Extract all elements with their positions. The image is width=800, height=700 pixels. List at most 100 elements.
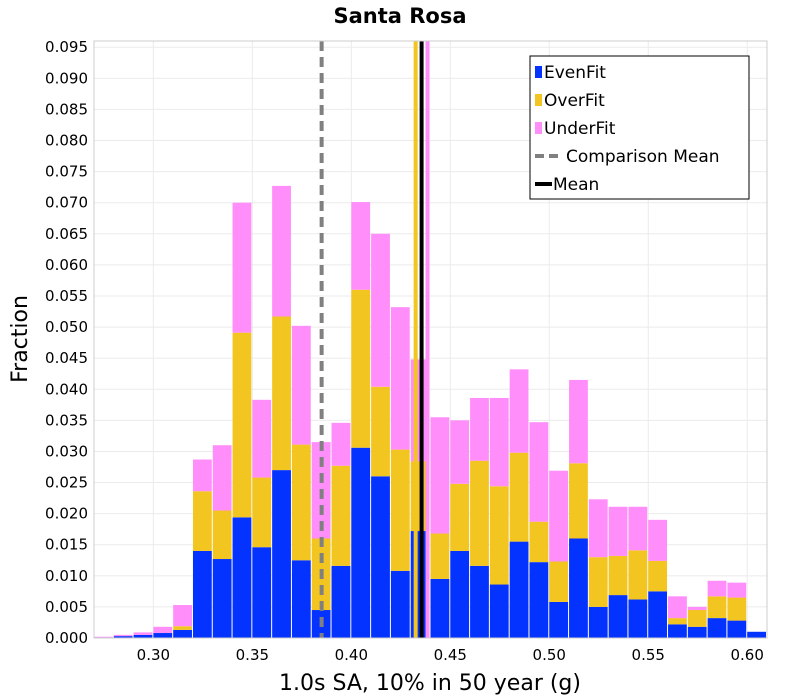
bar-overfit bbox=[648, 560, 668, 592]
bar-overfit bbox=[331, 465, 351, 566]
bar-underfit bbox=[232, 202, 252, 333]
y-tick-label: 0.005 bbox=[45, 598, 88, 616]
bar-evenfit bbox=[113, 636, 133, 638]
bar-underfit bbox=[173, 605, 192, 627]
bar-underfit bbox=[707, 580, 727, 597]
bar-underfit bbox=[113, 634, 133, 637]
legend-box bbox=[529, 55, 750, 200]
bar-evenfit bbox=[509, 541, 529, 638]
legend-label: UnderFit bbox=[544, 119, 616, 139]
bar-overfit bbox=[291, 444, 311, 561]
legend-label: OverFit bbox=[544, 91, 605, 111]
bar-evenfit bbox=[351, 447, 371, 638]
bar-underfit bbox=[470, 397, 489, 461]
bar-underfit bbox=[668, 596, 687, 619]
bar-evenfit bbox=[628, 599, 648, 638]
y-tick-label: 0.000 bbox=[45, 629, 88, 647]
x-tick-label: 0.30 bbox=[137, 646, 170, 664]
legend-label: EvenFit bbox=[544, 63, 606, 83]
bar-evenfit bbox=[192, 550, 212, 638]
bar-underfit bbox=[450, 420, 470, 484]
x-tick-label: 0.45 bbox=[434, 646, 467, 664]
bar-overfit bbox=[272, 316, 291, 471]
x-axis-ticks: 0.30 0.35 0.40 0.45 0.50 0.55 0.60 bbox=[137, 646, 764, 664]
bar-evenfit bbox=[133, 634, 153, 638]
bar-evenfit bbox=[687, 626, 707, 638]
bar-evenfit bbox=[450, 550, 470, 638]
bar-underfit bbox=[371, 233, 390, 387]
y-tick-label: 0.070 bbox=[45, 194, 88, 212]
x-axis-label: 1.0s SA, 10% in 50 year (g) bbox=[279, 671, 581, 696]
bar-overfit bbox=[470, 460, 489, 566]
bar-underfit bbox=[331, 422, 351, 466]
bar-evenfit bbox=[747, 631, 766, 638]
bar-evenfit bbox=[212, 559, 232, 638]
bar-underfit bbox=[252, 399, 272, 478]
y-tick-label: 0.015 bbox=[45, 536, 88, 554]
bar-underfit bbox=[628, 506, 648, 551]
bar-overfit bbox=[489, 486, 509, 585]
bars bbox=[94, 185, 766, 638]
bar-underfit bbox=[133, 632, 153, 635]
bar-underfit bbox=[727, 582, 747, 598]
bar-overfit bbox=[371, 386, 390, 477]
legend-label: Mean bbox=[553, 175, 599, 195]
y-tick-label: 0.020 bbox=[45, 505, 88, 523]
bar-underfit bbox=[272, 185, 291, 317]
y-tick-label: 0.085 bbox=[45, 100, 88, 118]
bar-overfit bbox=[450, 483, 470, 551]
bar-overfit bbox=[390, 449, 410, 571]
bar-evenfit bbox=[390, 570, 410, 638]
bar-evenfit bbox=[470, 565, 489, 638]
bar-underfit bbox=[549, 470, 569, 562]
bar-overfit bbox=[687, 610, 707, 627]
bar-underfit bbox=[192, 459, 212, 492]
bar-evenfit bbox=[588, 606, 608, 638]
bar-evenfit bbox=[173, 629, 192, 638]
y-tick-label: 0.075 bbox=[45, 163, 88, 181]
bar-overfit bbox=[549, 561, 569, 602]
y-tick-label: 0.035 bbox=[45, 411, 88, 429]
bar-overfit bbox=[232, 332, 252, 518]
bar-underfit bbox=[430, 417, 450, 534]
bar-evenfit bbox=[371, 476, 390, 638]
y-tick-label: 0.090 bbox=[45, 69, 88, 87]
bar-underfit bbox=[153, 626, 173, 634]
legend-swatch-evenfit bbox=[535, 66, 542, 78]
y-tick-label: 0.040 bbox=[45, 380, 88, 398]
bar-evenfit bbox=[707, 618, 727, 638]
bar-evenfit bbox=[648, 591, 668, 638]
bar-overfit bbox=[727, 597, 747, 621]
x-tick-label: 0.50 bbox=[533, 646, 566, 664]
bar-underfit bbox=[648, 519, 668, 561]
bar-evenfit bbox=[272, 470, 291, 638]
y-tick-label: 0.060 bbox=[45, 256, 88, 274]
bar-overfit bbox=[509, 452, 529, 542]
bar-overfit bbox=[628, 550, 648, 600]
bar-overfit bbox=[351, 289, 371, 448]
legend-swatch-overfit bbox=[535, 94, 542, 106]
mean-lines bbox=[319, 41, 430, 638]
y-tick-label: 0.010 bbox=[45, 567, 88, 585]
bar-overfit bbox=[430, 533, 450, 579]
bar-evenfit bbox=[430, 578, 450, 638]
bar-evenfit bbox=[252, 547, 272, 638]
bar-evenfit bbox=[529, 562, 549, 638]
bar-overfit bbox=[212, 510, 232, 560]
x-tick-label: 0.55 bbox=[632, 646, 665, 664]
y-tick-label: 0.025 bbox=[45, 474, 88, 492]
y-tick-label: 0.030 bbox=[45, 442, 88, 460]
bar-evenfit bbox=[291, 560, 311, 638]
bar-overfit bbox=[252, 477, 272, 548]
bar-evenfit bbox=[153, 633, 173, 638]
legend-label: Comparison Mean bbox=[566, 147, 720, 167]
x-tick-label: 0.35 bbox=[236, 646, 269, 664]
bar-overfit bbox=[608, 555, 628, 596]
bar-underfit bbox=[608, 506, 628, 556]
bar-evenfit bbox=[569, 538, 588, 638]
bar-evenfit bbox=[727, 620, 747, 638]
y-tick-label: 0.055 bbox=[45, 287, 88, 305]
bar-underfit bbox=[351, 202, 371, 290]
bar-overfit bbox=[529, 521, 549, 563]
bar-overfit bbox=[192, 491, 212, 551]
